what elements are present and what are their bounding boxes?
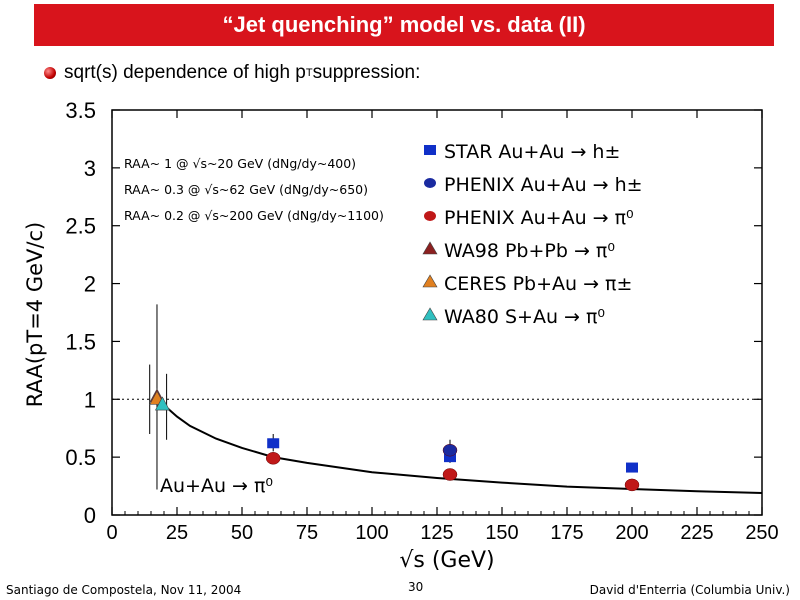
bullet-tail: suppression: [312, 62, 421, 83]
y-axis-label: RAA(pT=4 GeV/c) [23, 222, 47, 407]
legend-label: CERES Pb+Au → π± [444, 273, 632, 295]
legend-marker [422, 307, 438, 321]
legend-marker [424, 145, 436, 155]
legend-marker [422, 241, 438, 255]
x-tick-label: 175 [550, 522, 583, 544]
annotation-text: RAA~ 0.2 @ √s~200 GeV (dNg/dy~1100) [124, 208, 384, 223]
x-tick-label: 125 [420, 522, 453, 544]
footer-page-number: 30 [408, 580, 424, 594]
x-tick-label: 25 [166, 522, 188, 544]
x-tick-label: 75 [296, 522, 318, 544]
data-point-square [267, 438, 280, 449]
footer-venue: Santiago de Compostela, Nov 11, 2004 [6, 583, 242, 597]
data-point-circle [624, 478, 640, 492]
y-tick-label: 3 [84, 156, 96, 181]
annotation-text: RAA~ 1 @ √s~20 GeV (dNg/dy~400) [124, 156, 356, 171]
data-point-circle [265, 452, 281, 465]
x-tick-label: 225 [680, 522, 713, 544]
annotation-text: RAA~ 0.3 @ √s~62 GeV (dNg/dy~650) [124, 182, 368, 197]
x-tick-label: 150 [485, 522, 518, 544]
legend-marker [424, 178, 436, 188]
y-tick-label: 2.5 [65, 214, 96, 239]
curve-label: Au+Au → π⁰ [160, 475, 273, 497]
x-tick-label: 0 [106, 522, 117, 544]
y-tick-label: 1.5 [65, 329, 96, 354]
y-tick-label: 3.5 [65, 98, 96, 123]
data-point-square [444, 452, 456, 463]
y-tick-label: 1 [84, 387, 96, 412]
data-point-square [626, 462, 638, 473]
legend-label: WA80 S+Au → π⁰ [444, 306, 605, 328]
x-tick-label: 100 [355, 522, 388, 544]
bullet-subscript: T [305, 67, 313, 79]
y-tick-label: 2 [84, 272, 96, 297]
x-tick-label: 250 [745, 522, 778, 544]
bullet-dot-icon [44, 67, 56, 79]
x-tick-label: 50 [231, 522, 253, 544]
legend-marker [424, 211, 436, 221]
legend-label: STAR Au+Au → h± [444, 141, 620, 163]
legend-marker [422, 274, 438, 288]
data-point-circle [442, 443, 458, 457]
raa-chart: 0 25 50 75 100 125 150 175 200 225 250 0 0.5 1 1.5 2 2.5… [23, 98, 779, 570]
x-tick-label: 200 [615, 522, 648, 544]
slide-title: “Jet quenching” model vs. data (II) [34, 4, 774, 46]
data-point-circle [442, 468, 458, 481]
y-tick-label: 0.5 [65, 445, 96, 470]
y-tick-label: 0 [84, 503, 96, 528]
legend-label: PHENIX Au+Au → h± [444, 174, 643, 196]
x-axis-label: √s (GeV) [399, 548, 494, 570]
legend-label: PHENIX Au+Au → π⁰ [444, 207, 634, 229]
data-point-triangle [154, 396, 170, 411]
bullet-text: sqrt(s) dependence of high p [64, 62, 306, 83]
model-curve [163, 404, 763, 494]
footer-author: David d'Enterria (Columbia Univ.) [589, 583, 790, 597]
legend-label: WA98 Pb+Pb → π⁰ [444, 240, 615, 262]
